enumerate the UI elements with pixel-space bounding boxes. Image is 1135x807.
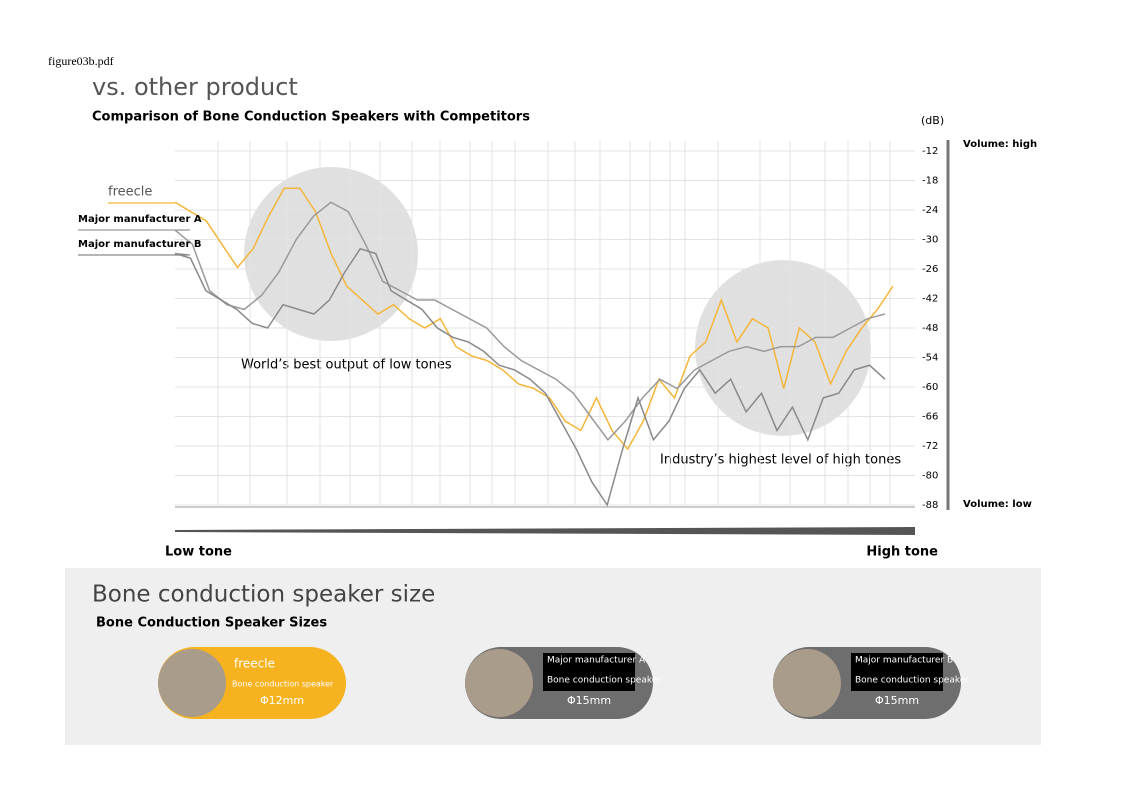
card-photo — [773, 649, 841, 717]
y-tick-label: -26 — [922, 264, 938, 275]
y-tick-label: -66 — [922, 412, 938, 423]
x-left-label: Low tone — [165, 545, 232, 560]
card-name: Major manufacturer B — [855, 656, 953, 666]
y-unit: (dB) — [921, 114, 944, 127]
x-right-label: High tone — [866, 545, 938, 560]
y-tick-label: -60 — [922, 382, 938, 393]
legend-label: freecle — [108, 185, 152, 200]
y-tick-label: -48 — [922, 323, 938, 334]
annotation: World’s best output of low tones — [241, 358, 452, 373]
y-tick-label: -80 — [922, 471, 938, 482]
size-title: Bone Conduction Speaker Sizes — [96, 616, 327, 631]
y-bottom-label: Volume: low — [963, 499, 1032, 510]
legend-label: Major manufacturer B — [78, 239, 202, 250]
card-photo — [158, 649, 226, 717]
legend-line — [108, 202, 175, 203]
card-size: Φ15mm — [875, 694, 919, 707]
y-tick-label: -42 — [922, 294, 938, 305]
y-tick-label: -72 — [922, 441, 938, 452]
highlight-circle — [695, 260, 871, 436]
y-top-label: Volume: high — [963, 139, 1037, 150]
card-size: Φ12mm — [260, 694, 304, 707]
file-label: figure03b.pdf — [48, 54, 114, 68]
card-name: Major manufacturer A — [547, 656, 646, 666]
tone-bar — [175, 527, 915, 535]
heading: vs. other product — [92, 73, 298, 101]
chart-title: Comparison of Bone Conduction Speakers w… — [92, 110, 530, 125]
card-size: Φ15mm — [567, 694, 611, 707]
y-tick-label: -18 — [922, 176, 938, 187]
size-heading: Bone conduction speaker size — [92, 582, 435, 608]
legend-line — [78, 253, 190, 255]
card-name: freecle — [234, 657, 275, 671]
card-description: Bone conduction speaker — [232, 680, 334, 689]
card-photo — [465, 649, 533, 717]
card-description: Bone conduction speaker — [547, 676, 661, 686]
annotation: Industry’s highest level of high tones — [660, 453, 901, 468]
y-tick-label: -30 — [922, 235, 938, 246]
y-tick-label: -88 — [922, 500, 938, 511]
y-tick-label: -12 — [922, 146, 938, 157]
legend-label: Major manufacturer A — [78, 214, 202, 225]
y-tick-label: -54 — [922, 353, 938, 364]
y-tick-label: -24 — [922, 205, 938, 216]
card-description: Bone conduction speaker — [855, 676, 969, 686]
